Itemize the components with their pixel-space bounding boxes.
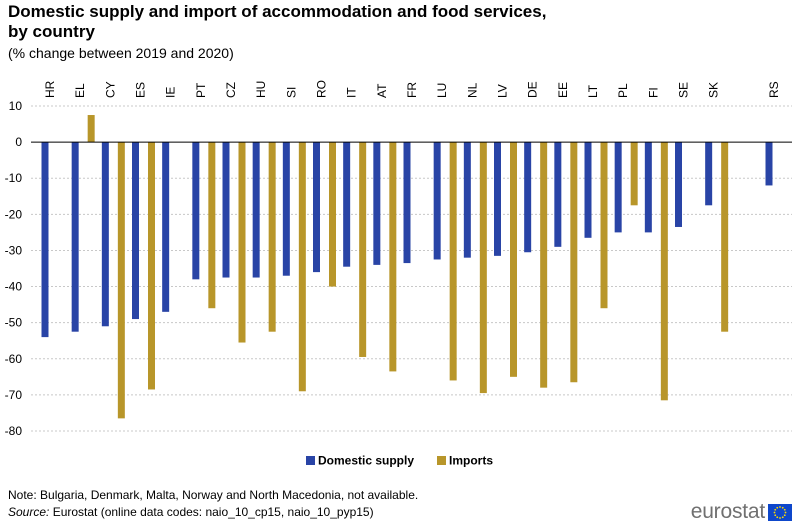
bar-domestic-hu [252,142,260,278]
legend-swatch-domestic [306,456,315,465]
chart-subtitle: (% change between 2019 and 2020) [8,45,234,61]
y-tick-label: -20 [5,207,23,221]
category-label-lu: LU [435,83,449,98]
chart-note: Note: Bulgaria, Denmark, Malta, Norway a… [8,488,419,502]
bar-domestic-at [373,142,381,265]
legend-label-imports: Imports [449,454,493,468]
eurostat-logo: eurostat [691,500,792,524]
bar-imports-si [298,142,306,392]
bar-domestic-nl [463,142,471,258]
bar-domestic-si [282,142,290,276]
category-label-ro: RO [315,80,329,98]
bar-domestic-it [343,142,351,267]
category-label-cy: CY [103,81,117,98]
bar-imports-lv [510,142,517,377]
bar-domestic-sk [705,142,713,206]
bar-imports-hu [268,142,276,332]
category-label-at: AT [375,83,389,98]
bar-domestic-lt [584,142,592,238]
bar-domestic-cy [101,142,109,327]
category-label-cz: CZ [224,82,238,98]
bar-domestic-fi [644,142,652,233]
category-label-si: SI [284,87,298,98]
y-tick-label: -60 [5,352,23,366]
chart-title: Domestic supply and import of accommodat… [8,2,788,42]
y-tick-label: -50 [5,316,23,330]
legend-label-domestic: Domestic supply [318,454,414,468]
bar-imports-fi [660,142,668,401]
category-label-ie: IE [164,87,178,98]
category-label-de: DE [526,81,540,98]
bar-domestic-ro [313,142,320,273]
bar-domestic-lv [494,142,501,256]
bar-domestic-fr [403,142,411,264]
bar-domestic-rs [765,142,773,186]
chart-source: Source: Eurostat (online data codes: nai… [8,505,374,520]
y-tick-label: 10 [9,99,23,113]
category-label-lv: LV [496,84,510,98]
bar-imports-cz [238,142,246,343]
y-tick-label: -80 [5,424,23,438]
bar-domestic-lu [433,142,441,260]
bar-chart: 10 0 -10 -20 -30 -40 -50 -60 -70 -80 HR EL CY ES IE PT C… [5,80,792,468]
bar-domestic-ee [554,142,562,247]
eu-flag-icon [768,503,792,521]
category-label-sk: SK [707,82,721,98]
category-label-el: EL [73,83,87,98]
chart-title-line-1: Domestic supply and import of accommodat… [8,2,547,21]
bar-imports-at [389,142,397,372]
category-label-hr: HR [43,80,57,98]
y-tick-label: -10 [5,171,23,185]
bar-imports-nl [479,142,487,394]
bar-domestic-se [675,142,682,227]
category-label-pl: PL [616,83,630,98]
bar-imports-cy [117,142,125,419]
y-tick-label: -70 [5,388,23,402]
source-text: Eurostat (online data codes: naio_10_cp1… [49,505,374,519]
category-label-it: IT [345,87,359,98]
legend-swatch-imports [437,456,446,465]
category-label-nl: NL [465,82,479,98]
category-label-lt: LT [586,84,600,98]
bar-imports-sk [721,142,729,332]
bar-imports-pt [208,142,216,309]
bar-imports-pl [630,142,638,206]
bar-imports-es [148,142,155,390]
bar-domestic-cz [222,142,230,278]
bar-domestic-ie [162,142,170,312]
category-label-ee: EE [556,82,570,98]
bar-domestic-pl [614,142,622,233]
category-label-se: SE [677,82,691,98]
bar-imports-lu [449,142,457,381]
bar-domestic-de [524,142,532,253]
bar-domestic-pt [192,142,200,280]
category-label-hu: HU [254,81,268,98]
y-tick-label: -30 [5,243,23,257]
bar-imports-de [540,142,548,388]
bar-imports-lt [600,142,608,309]
source-label: Source: [8,505,50,519]
category-label-fr: FR [405,82,419,98]
bar-domestic-es [132,142,139,320]
category-label-pt: PT [194,82,208,98]
y-tick-label: -40 [5,280,23,294]
y-tick-label: 0 [15,135,22,149]
bar-imports-ee [570,142,578,383]
bar-imports-ro [329,142,336,287]
category-label-rs: RS [767,81,781,98]
category-label-es: ES [134,82,148,98]
bar-imports-el [87,115,95,143]
bar-imports-it [359,142,367,357]
bar-domestic-el [71,142,79,332]
category-label-fi: FI [646,87,660,98]
logo-text: eurostat [690,500,765,523]
bar-domestic-hr [41,142,49,338]
chart-title-line-2: by country [8,22,95,41]
